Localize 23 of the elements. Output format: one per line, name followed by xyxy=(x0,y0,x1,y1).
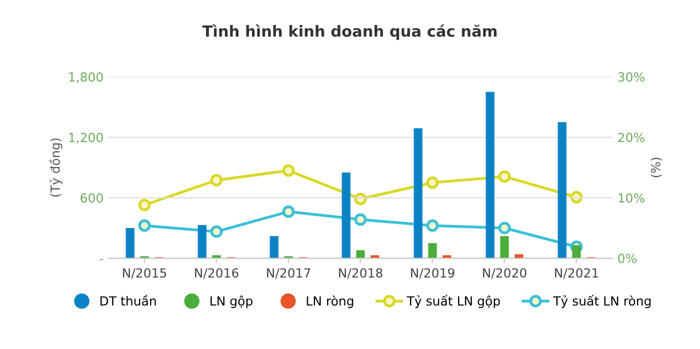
y2-tick-label: 10% xyxy=(618,193,644,203)
y2-tick-label: 0% xyxy=(618,254,636,264)
y2-tick-label: 20% xyxy=(618,132,644,142)
y2-axis-title: (%) xyxy=(650,158,662,178)
y-tick-label: 1,800 xyxy=(69,72,103,83)
legend-label: Tỷ suất LN ròng xyxy=(553,294,651,308)
x-tick-label: N/2015 xyxy=(123,268,166,279)
y-tick-label: 1,200 xyxy=(69,132,103,144)
x-tick-label: N/2018 xyxy=(339,268,382,279)
y2-tick-label: 30% xyxy=(618,72,644,82)
x-tick-label: N/2019 xyxy=(411,268,454,279)
legend-label: LN gộp xyxy=(210,295,252,308)
y-tick-label: - xyxy=(100,259,104,260)
chart-title: Tình hình kinh doanh qua các năm xyxy=(202,24,497,40)
legend-label: Tỷ suất LN gộp xyxy=(406,294,500,308)
y-tick-label: 600 xyxy=(80,193,103,203)
x-tick-label: N/2016 xyxy=(195,268,238,279)
y-axis-title: (Tỷ đồng) xyxy=(49,138,62,197)
x-tick-label: N/2021 xyxy=(555,268,598,279)
x-tick-label: N/2020 xyxy=(483,268,526,279)
legend-label: DT thuần xyxy=(100,294,156,306)
x-tick-label: N/2017 xyxy=(267,268,310,279)
legend-label: LN ròng xyxy=(306,295,354,308)
